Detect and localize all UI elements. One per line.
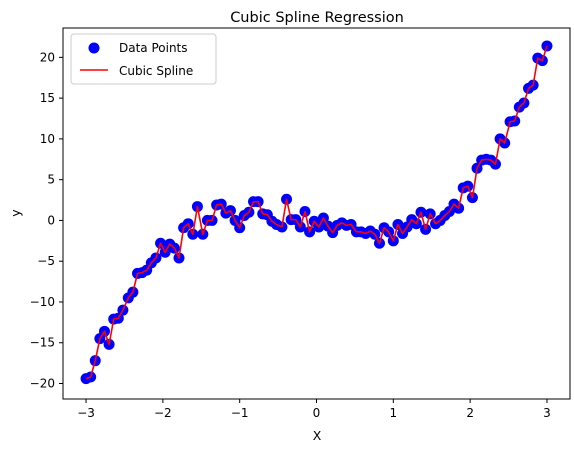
x-tick-label: 0 bbox=[313, 406, 321, 420]
legend: Data Points Cubic Spline bbox=[70, 33, 217, 85]
chart-title: Cubic Spline Regression bbox=[230, 10, 404, 26]
legend-marker-data-points bbox=[88, 42, 100, 54]
y-tick-label: −15 bbox=[30, 336, 55, 350]
legend-label-data-points: Data Points bbox=[119, 41, 188, 55]
y-tick-label: 20 bbox=[40, 50, 55, 64]
x-tick-label: −3 bbox=[77, 406, 95, 420]
x-tick-label: 2 bbox=[466, 406, 474, 420]
y-tick-label: 15 bbox=[40, 91, 55, 105]
y-tick-label: −20 bbox=[30, 377, 55, 391]
plot-area bbox=[80, 40, 553, 385]
y-tick-label: 10 bbox=[40, 132, 55, 146]
legend-label-cubic-spline: Cubic Spline bbox=[119, 64, 193, 78]
y-tick-label: −5 bbox=[37, 254, 55, 268]
x-tick-label: −1 bbox=[231, 406, 249, 420]
x-tick-label: −2 bbox=[154, 406, 172, 420]
y-tick-label: 5 bbox=[47, 173, 55, 187]
cubic-spline-line bbox=[85, 45, 548, 380]
y-tick-label: −10 bbox=[30, 295, 55, 309]
x-axis-label: X bbox=[313, 428, 322, 443]
x-tick-label: 3 bbox=[543, 406, 551, 420]
y-tick-label: 0 bbox=[47, 213, 55, 227]
legend-box bbox=[70, 33, 217, 85]
y-axis-label: y bbox=[8, 209, 23, 217]
x-tick-label: 1 bbox=[389, 406, 397, 420]
axes-frame bbox=[62, 27, 571, 400]
data-point bbox=[541, 40, 553, 52]
